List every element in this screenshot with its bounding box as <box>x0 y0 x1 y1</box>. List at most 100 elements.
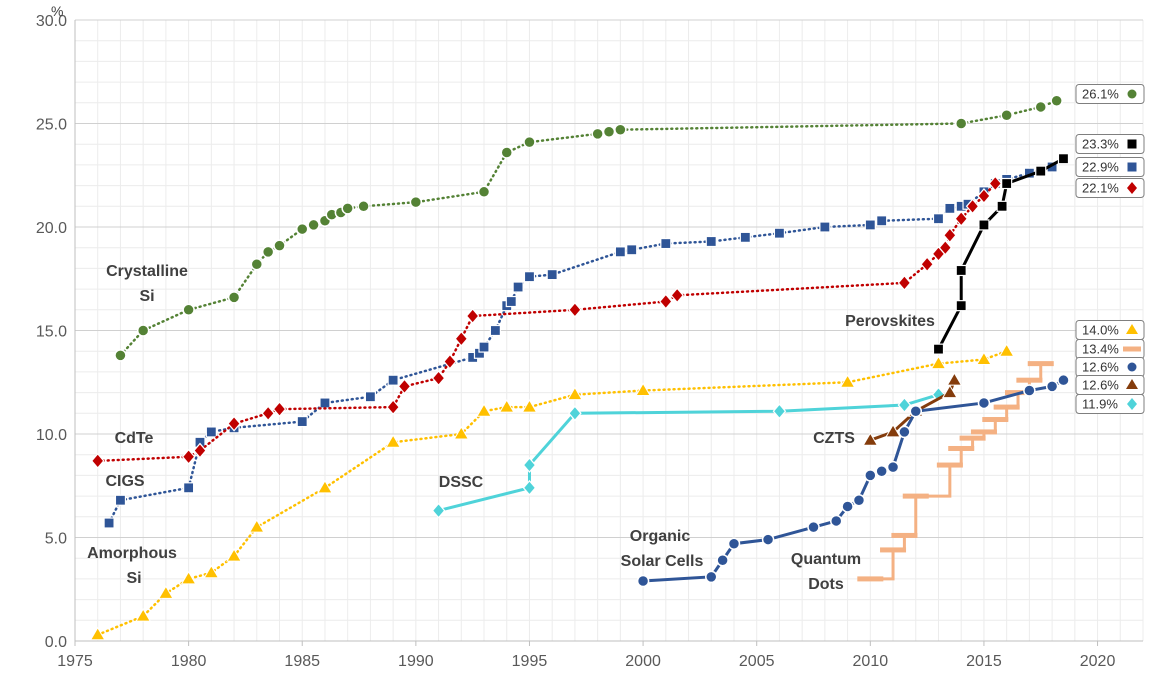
data-point <box>1034 100 1047 114</box>
end-value-box: 14.0% <box>1075 320 1145 340</box>
data-point <box>1050 94 1063 107</box>
end-value-marker <box>1127 182 1137 194</box>
end-value-box-frame <box>1075 84 1145 104</box>
x-tick-label: 1990 <box>398 653 434 670</box>
data-point <box>568 405 582 422</box>
y-tick-label: 5.0 <box>45 531 67 548</box>
data-point <box>567 386 583 401</box>
data-point <box>891 532 918 538</box>
data-point <box>568 301 582 318</box>
data-point <box>602 125 616 139</box>
data-point <box>930 355 947 370</box>
data-point <box>938 239 953 256</box>
data-point <box>897 397 912 413</box>
data-point <box>705 235 717 248</box>
data-point <box>970 429 997 435</box>
data-point <box>454 330 469 347</box>
data-point <box>1057 373 1070 387</box>
x-tick-label: 1985 <box>284 653 320 670</box>
x-tick-label: 2000 <box>625 653 661 670</box>
series-label: DSSC <box>439 474 484 491</box>
data-point <box>182 303 195 317</box>
data-point <box>357 200 370 213</box>
data-point <box>521 399 538 413</box>
data-point <box>948 445 975 451</box>
data-point <box>114 494 127 506</box>
data-point <box>181 448 196 465</box>
data-point <box>944 202 956 214</box>
data-point <box>909 404 923 418</box>
x-tick-label: 1995 <box>512 653 548 670</box>
data-point <box>523 271 536 283</box>
data-point <box>976 351 992 365</box>
data-point <box>955 300 967 312</box>
end-value-box: 13.4% <box>1075 339 1145 359</box>
series-label: Perovskites <box>845 313 935 330</box>
series-crystalline-si <box>114 94 1063 362</box>
end-value-marker <box>1127 162 1137 172</box>
data-point <box>453 426 470 440</box>
data-point <box>954 117 968 130</box>
data-point <box>978 219 990 231</box>
end-value-text: 22.9% <box>1082 160 1119 175</box>
data-point <box>386 399 400 416</box>
data-point <box>1045 380 1059 393</box>
data-point <box>180 570 197 585</box>
end-value-box: 12.6% <box>1075 375 1145 395</box>
data-point <box>512 281 524 293</box>
axes: 0.0 5.0 10.0 15.0 20.0 25.0 30.0 1975 1980 1985 19… <box>36 3 1143 670</box>
data-point <box>409 195 423 209</box>
end-value-box-frame <box>1075 178 1145 198</box>
data-point <box>761 533 775 546</box>
data-point <box>591 127 604 141</box>
data-point <box>1035 165 1047 177</box>
end-value-box: 12.6% <box>1075 357 1145 377</box>
data-point <box>636 574 650 588</box>
end-value-marker <box>1127 362 1137 372</box>
data-point <box>250 258 264 271</box>
end-value-box-frame <box>1075 134 1145 154</box>
data-point <box>296 415 308 428</box>
data-point <box>364 391 377 403</box>
data-point <box>205 426 217 438</box>
series-label: Crystalline <box>106 263 188 280</box>
series-label: Si <box>126 570 141 587</box>
data-point <box>955 264 967 277</box>
end-value-text: 23.3% <box>1082 137 1119 152</box>
data-point <box>932 213 945 225</box>
data-point <box>829 514 843 528</box>
x-tick-label: 2015 <box>966 653 1002 670</box>
data-point <box>614 123 627 136</box>
end-value-legend: 26.1% 23.3% 22.9% 22.1% 14.0% 13.4% 12.6% 12.6%… <box>1075 84 1145 414</box>
end-value-text: 14.0% <box>1082 323 1119 338</box>
data-point <box>476 403 492 417</box>
data-point <box>90 452 105 469</box>
data-point <box>965 198 980 215</box>
data-point <box>477 185 491 199</box>
data-point <box>443 353 457 370</box>
data-point <box>941 384 958 399</box>
series-label: Quantum <box>791 551 861 568</box>
series-label: CZTS <box>813 430 855 447</box>
data-point <box>660 237 672 250</box>
data-point <box>1023 384 1036 397</box>
data-point <box>317 479 333 494</box>
end-value-text: 13.4% <box>1082 342 1119 357</box>
data-point <box>996 200 1008 212</box>
data-point <box>227 415 241 432</box>
end-value-text: 11.9% <box>1082 397 1118 412</box>
data-point <box>936 462 963 468</box>
data-point <box>841 500 854 513</box>
data-point <box>385 434 401 448</box>
data-point <box>1000 108 1013 122</box>
data-point <box>659 293 673 310</box>
data-point <box>546 269 558 281</box>
data-point <box>158 585 174 599</box>
data-point <box>489 324 501 337</box>
data-point <box>498 399 515 413</box>
data-point <box>183 482 195 494</box>
end-value-marker <box>1127 398 1137 410</box>
data-point <box>248 519 265 533</box>
end-value-box-frame <box>1075 157 1145 177</box>
data-point <box>807 520 820 534</box>
